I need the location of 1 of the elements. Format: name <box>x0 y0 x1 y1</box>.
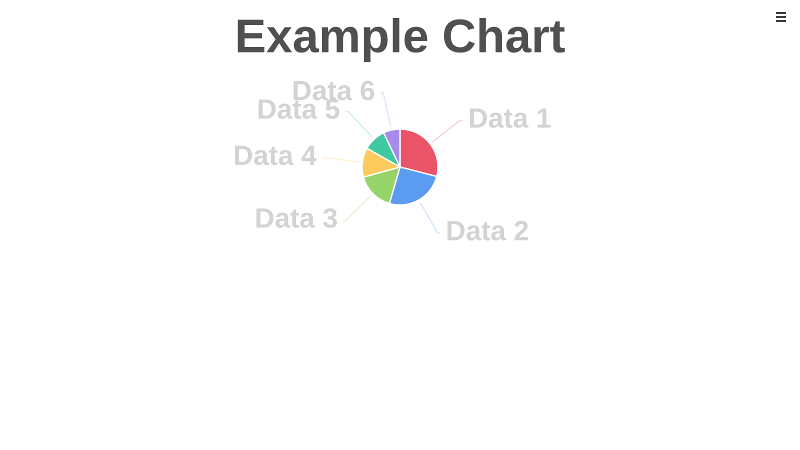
chart-title: Example Chart <box>238 18 565 62</box>
